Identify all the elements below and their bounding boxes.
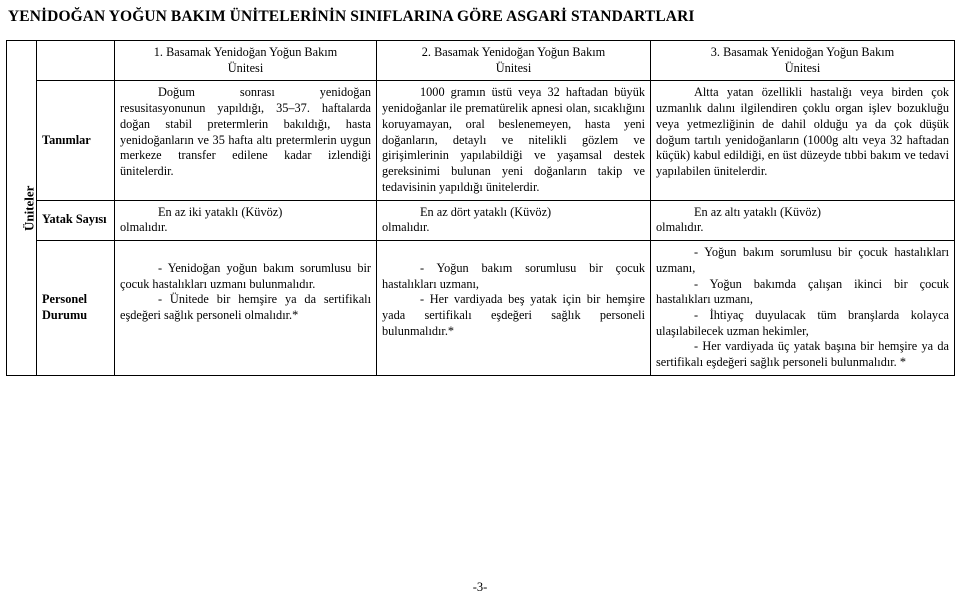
table-header-row: Üniteler 1. Basamak Yenidoğan Yoğun Bakı…: [7, 41, 955, 81]
cell-staff-level3: - Yoğun bakım sorumlusu bir çocuk hastal…: [651, 241, 955, 376]
beds-level3-line2: olmalıdır.: [656, 220, 949, 236]
col-header-level2: 2. Basamak Yenidoğan Yoğun Bakım Ünitesi: [377, 41, 651, 81]
cell-definitions-level1: Doğum sonrası yenidoğan resusitasyonunun…: [115, 81, 377, 200]
beds-level2-line2: olmalıdır.: [382, 220, 645, 236]
staff-level2-p2: - Her vardiyada beş yatak için bir hemşi…: [382, 292, 645, 337]
standards-table: Üniteler 1. Basamak Yenidoğan Yoğun Bakı…: [6, 40, 955, 376]
col-header-level2-line1: 2. Basamak Yenidoğan Yoğun Bakım: [422, 45, 605, 59]
row-label-beds: Yatak Sayısı: [37, 200, 115, 240]
col-header-level1-line2: Ünitesi: [228, 61, 264, 75]
staff-level3-p4: - Her vardiyada üç yatak başına bir hemş…: [656, 339, 949, 369]
staff-level3-p2: - Yoğun bakımda çalışan ikinci bir çocuk…: [656, 277, 949, 307]
side-label-cell: Üniteler: [7, 41, 37, 376]
col-header-level3-line2: Ünitesi: [785, 61, 821, 75]
definitions-level2-text: 1000 gramın üstü veya 32 haftadan büyük …: [382, 85, 645, 193]
beds-level1-line1: En az iki yataklı (Küvöz): [158, 205, 282, 219]
beds-level3-line1: En az altı yataklı (Küvöz): [694, 205, 821, 219]
col-header-level1-line1: 1. Basamak Yenidoğan Yoğun Bakım: [154, 45, 337, 59]
staff-level2-p1: - Yoğun bakım sorumlusu bir çocuk hastal…: [382, 261, 645, 291]
definitions-level3-text: Altta yatan özellikli hastalığı veya bir…: [656, 85, 949, 178]
table-row-staff: Personel Durumu - Yenidoğan yoğun bakım …: [7, 241, 955, 376]
table-row-beds: Yatak Sayısı En az iki yataklı (Küvöz) o…: [7, 200, 955, 240]
col-header-level3: 3. Basamak Yenidoğan Yoğun Bakım Ünitesi: [651, 41, 955, 81]
header-empty: [37, 41, 115, 81]
row-label-staff: Personel Durumu: [37, 241, 115, 376]
page-title: YENİDOĞAN YOĞUN BAKIM ÜNİTELERİNİN SINIF…: [8, 8, 960, 26]
staff-level1-p1: - Yenidoğan yoğun bakım sorumlusu bir ço…: [120, 261, 371, 291]
staff-level3-p1: - Yoğun bakım sorumlusu bir çocuk hastal…: [656, 245, 949, 275]
beds-level1-line2: olmalıdır.: [120, 220, 371, 236]
cell-staff-level2: - Yoğun bakım sorumlusu bir çocuk hastal…: [377, 241, 651, 376]
side-label: Üniteler: [21, 185, 38, 230]
cell-beds-level3: En az altı yataklı (Küvöz) olmalıdır.: [651, 200, 955, 240]
table-row-definitions: Tanımlar Doğum sonrası yenidoğan resusit…: [7, 81, 955, 200]
row-label-definitions: Tanımlar: [37, 81, 115, 200]
col-header-level1: 1. Basamak Yenidoğan Yoğun Bakım Ünitesi: [115, 41, 377, 81]
beds-level2-line1: En az dört yataklı (Küvöz): [420, 205, 551, 219]
definitions-level1-text: Doğum sonrası yenidoğan resusitasyonunun…: [120, 85, 371, 178]
cell-beds-level1: En az iki yataklı (Küvöz) olmalıdır.: [115, 200, 377, 240]
col-header-level2-line2: Ünitesi: [496, 61, 532, 75]
cell-definitions-level3: Altta yatan özellikli hastalığı veya bir…: [651, 81, 955, 200]
page-number: -3-: [0, 580, 960, 595]
cell-staff-level1: - Yenidoğan yoğun bakım sorumlusu bir ço…: [115, 241, 377, 376]
staff-level3-p3: - İhtiyaç duyulacak tüm branşlarda kolay…: [656, 308, 949, 338]
col-header-level3-line1: 3. Basamak Yenidoğan Yoğun Bakım: [711, 45, 894, 59]
cell-definitions-level2: 1000 gramın üstü veya 32 haftadan büyük …: [377, 81, 651, 200]
staff-level1-p2: - Ünitede bir hemşire ya da sertifikalı …: [120, 292, 371, 322]
cell-beds-level2: En az dört yataklı (Küvöz) olmalıdır.: [377, 200, 651, 240]
